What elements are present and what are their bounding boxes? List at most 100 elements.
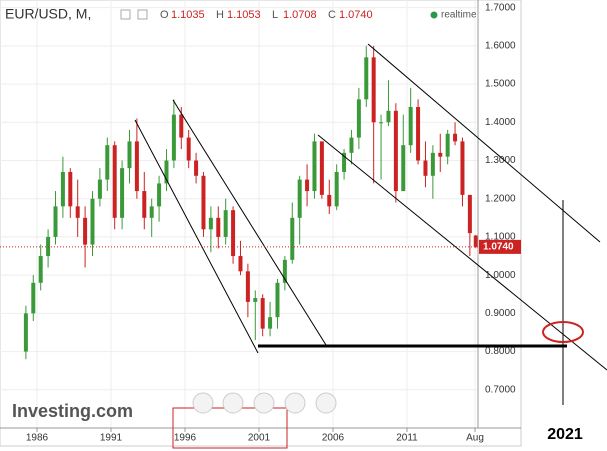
- nav-button[interactable]: [284, 392, 306, 414]
- candle-body: [282, 259, 287, 283]
- y-tick-label: 0.8000: [485, 346, 516, 357]
- y-tick-label: 1.3000: [485, 155, 516, 166]
- candle-body: [134, 141, 139, 192]
- candle-body: [319, 141, 324, 195]
- candle-body: [445, 133, 450, 157]
- candle-body: [438, 152, 443, 157]
- candle-body: [208, 217, 213, 230]
- candle-body: [194, 160, 199, 176]
- y-tick-label: 1.4000: [485, 117, 516, 128]
- candle-body: [453, 133, 458, 142]
- nav-button[interactable]: [315, 392, 337, 414]
- nav-button[interactable]: [222, 392, 244, 414]
- candle-body: [364, 57, 369, 100]
- candle-body: [31, 282, 36, 314]
- ohlc-name: O: [160, 9, 169, 21]
- candle-body: [149, 206, 154, 218]
- y-tick-label: 1.5000: [485, 79, 516, 90]
- candle-body: [260, 298, 265, 329]
- realtime-dot: [430, 11, 438, 19]
- candle-body: [157, 183, 162, 207]
- candle-body: [38, 256, 43, 283]
- y-tick-label: 1.2000: [485, 193, 516, 204]
- candle-body: [416, 107, 421, 161]
- candle-body: [430, 152, 435, 176]
- price-tag: [479, 239, 521, 254]
- x-tick-label: 1986: [26, 433, 49, 444]
- ohlc-name: L: [272, 9, 278, 21]
- nav-button[interactable]: [253, 392, 275, 414]
- candle-body: [127, 141, 132, 169]
- year-annotation: 2021: [547, 426, 583, 443]
- trend-line: [134, 119, 259, 354]
- candle-body: [305, 179, 310, 192]
- ohlc-readout: O 1.1035 H 1.1053 L 1.0708 C 1.0740: [160, 9, 373, 21]
- x-tick-label: 1991: [100, 433, 123, 444]
- x-tick-label: 2001: [248, 433, 271, 444]
- candle-body: [112, 145, 117, 218]
- candle-body: [342, 152, 347, 172]
- candle-body: [423, 160, 428, 176]
- trend-line: [172, 99, 327, 346]
- candle-body: [379, 122, 384, 124]
- y-tick-label: 0.7000: [485, 384, 516, 395]
- x-tick-label: Aug: [466, 433, 484, 444]
- candle-body: [408, 107, 413, 146]
- candle-body: [460, 141, 465, 195]
- candle-body: [393, 110, 398, 192]
- candle-body: [23, 313, 28, 352]
- candle-body: [60, 171, 65, 207]
- x-tick-label: 2011: [396, 433, 418, 444]
- candle-body: [268, 317, 273, 329]
- y-tick-label: 0.9000: [485, 308, 516, 319]
- candle-body: [245, 271, 250, 302]
- candle-body: [231, 210, 236, 257]
- grid: [0, 0, 478, 428]
- candle-body: [97, 179, 102, 199]
- ohlc-value: 1.0708: [283, 9, 317, 21]
- candle-body: [75, 206, 80, 218]
- candle-body: [473, 235, 478, 247]
- highlight-ellipse: [542, 321, 584, 343]
- realtime-label: realtime: [441, 10, 477, 21]
- candle-body: [223, 210, 228, 237]
- candle-body: [171, 114, 176, 161]
- settings-icon[interactable]: [120, 9, 131, 20]
- candle-body: [201, 175, 206, 230]
- candle-body: [238, 256, 243, 272]
- logo: Investing.com: [12, 401, 133, 421]
- candle-body: [120, 168, 125, 218]
- candles: [23, 45, 478, 360]
- nav-button[interactable]: [192, 392, 214, 414]
- ohlc-value: 1.0740: [339, 9, 373, 21]
- candle-body: [386, 110, 391, 123]
- candle-body: [349, 137, 354, 153]
- candle-body: [142, 191, 147, 218]
- chart-title: EUR/USD, M,: [5, 6, 91, 22]
- candle-body: [467, 194, 472, 234]
- nav-buttons: [192, 392, 337, 414]
- candle-body: [105, 145, 110, 180]
- candle-body: [68, 171, 73, 207]
- ohlc-value: 1.1053: [227, 9, 261, 21]
- candle-body: [179, 114, 184, 138]
- candle-body: [275, 282, 280, 318]
- y-tick-label: 1.0000: [485, 270, 516, 281]
- y-tick-label: 1.7000: [485, 2, 516, 13]
- candle-body: [53, 206, 58, 237]
- ohlc-name: H: [216, 9, 224, 21]
- price-tag-label: 1.0740: [483, 242, 514, 253]
- candle-body: [290, 217, 295, 260]
- candle-body: [334, 171, 339, 207]
- x-tick-label: 2006: [322, 433, 345, 444]
- ohlc-name: C: [328, 9, 336, 21]
- close-icon[interactable]: [137, 9, 148, 20]
- x-tick-label: 1996: [174, 433, 197, 444]
- y-tick-label: 1.1000: [485, 232, 516, 243]
- candle-body: [164, 160, 169, 184]
- trend-line: [317, 134, 607, 371]
- candle-body: [297, 179, 302, 218]
- candle-body: [312, 141, 317, 192]
- trend-line: [367, 43, 601, 243]
